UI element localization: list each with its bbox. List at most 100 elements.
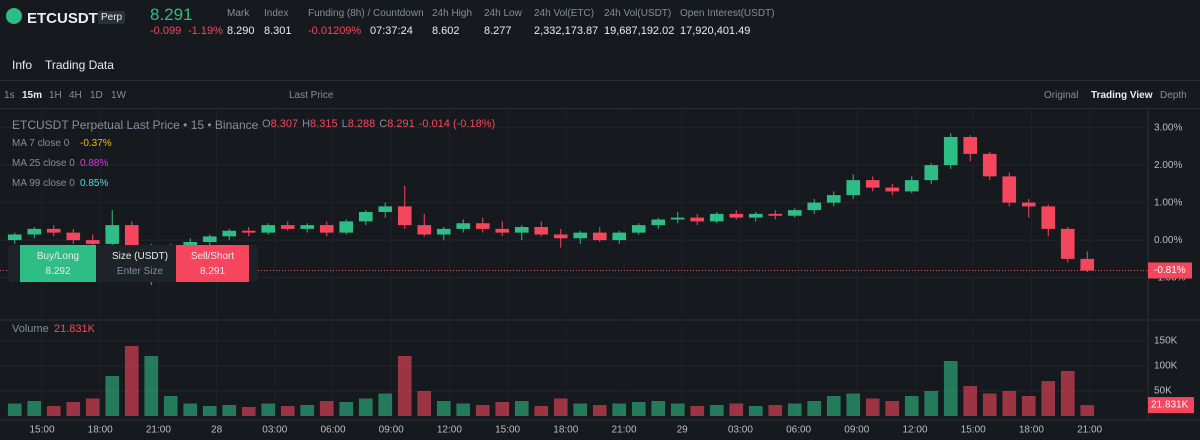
divider	[0, 108, 1200, 109]
candle-body	[183, 242, 198, 248]
tab[interactable]: Info	[12, 58, 33, 72]
interval[interactable]: 1H	[49, 90, 62, 101]
candle-body	[417, 225, 432, 235]
candle-body	[85, 240, 100, 244]
x-tick-label: 15:00	[961, 425, 986, 436]
volume-bar	[670, 403, 685, 416]
volume-bar	[904, 396, 919, 416]
candle-body	[787, 210, 802, 216]
candle-body	[748, 213, 763, 218]
volume-tag-label: 21.831K	[1151, 400, 1189, 411]
candle-body	[768, 213, 783, 216]
volume-bar	[709, 405, 724, 416]
candle-body	[202, 236, 217, 242]
volume-bar	[436, 401, 451, 416]
volume-bar	[1060, 371, 1075, 416]
volume-bar	[748, 406, 763, 416]
view-option[interactable]: Depth	[1160, 90, 1187, 101]
volume-bar	[514, 401, 529, 416]
divider	[0, 80, 1200, 81]
volume-bar	[222, 405, 237, 416]
ohlc-key: O	[262, 118, 271, 130]
volume-bar	[85, 398, 100, 416]
x-tick-label: 29	[677, 425, 689, 436]
ohlc-key: L	[341, 118, 348, 130]
candle-body	[670, 217, 685, 220]
candle-body	[826, 195, 841, 203]
price-type[interactable]: Last Price	[289, 90, 334, 101]
candle-body	[105, 225, 120, 244]
x-tick-label: 12:00	[437, 425, 462, 436]
candle-body	[1041, 206, 1056, 229]
candle-body	[690, 217, 705, 222]
volume-bar	[826, 396, 841, 416]
change: -0.099	[150, 25, 182, 37]
volume-bar	[183, 403, 198, 416]
stat-label: Open Interest(USDT)	[680, 8, 775, 19]
volume-bar	[7, 403, 22, 416]
order-panel: Buy/Long 8.292 Size (USDT) Enter Size Se…	[8, 245, 258, 282]
ohlc-change: -0.014 (-0.18%)	[418, 118, 496, 130]
candle-body	[280, 225, 295, 229]
volume-bar	[241, 407, 256, 416]
ohlc-item: O8.307	[262, 118, 298, 130]
sell-button[interactable]: Sell/Short 8.291	[176, 245, 249, 282]
size-input[interactable]: Enter Size	[116, 266, 164, 277]
volume-bar	[27, 401, 42, 416]
y-tick-label: 150K	[1154, 336, 1178, 347]
interval[interactable]: 15m	[22, 90, 43, 101]
stat-value: 8.301	[264, 25, 292, 37]
candle-body	[943, 137, 958, 166]
symbol[interactable]: ETCUSDT	[27, 10, 98, 27]
candle-body	[573, 232, 588, 239]
tab[interactable]: Trading Data	[45, 58, 114, 72]
volume-bar	[261, 403, 276, 416]
volume-bar	[358, 398, 373, 416]
volume-bar	[280, 406, 295, 416]
candle-body	[924, 165, 939, 181]
interval[interactable]: 1D	[90, 90, 103, 101]
interval[interactable]: 1s	[4, 90, 15, 101]
x-tick-label: 09:00	[844, 425, 869, 436]
stat-label: Funding (8h) / Countdown	[308, 8, 424, 19]
ohlc-value: 8.307	[270, 118, 299, 130]
buy-button[interactable]: Buy/Long 8.292	[20, 245, 96, 282]
volume-bar	[124, 346, 139, 416]
y-tick-label: 50K	[1154, 386, 1172, 397]
ohlc-value: 8.315	[310, 118, 338, 130]
stat-value: 2,332,173.87	[534, 25, 599, 37]
volume-bar	[963, 386, 978, 416]
view-option[interactable]: Trading View	[1091, 90, 1153, 101]
volume-bar	[105, 376, 120, 416]
buy-price: 8.292	[45, 266, 71, 277]
interval[interactable]: 1W	[111, 90, 126, 101]
legend-title: ETCUSDT Perpetual Last Price • 15 • Bina…	[12, 118, 259, 132]
x-tick-label: 15:00	[29, 425, 54, 436]
candle-body	[319, 225, 334, 233]
candle-body	[241, 230, 256, 233]
candle-body	[963, 137, 978, 154]
volume-bar	[592, 405, 607, 416]
ohlc-key: C	[379, 118, 388, 130]
ohlc-item: C8.291	[379, 118, 414, 130]
volume-bar	[163, 396, 178, 416]
volume-bar	[924, 391, 939, 416]
volume-bar	[1021, 396, 1036, 416]
volume-last: 21.831K	[54, 323, 95, 335]
volume-bar	[612, 403, 627, 416]
candle-body	[300, 225, 315, 229]
x-tick-label: 21:00	[146, 425, 171, 436]
candle-body	[495, 228, 510, 233]
interval[interactable]: 4H	[69, 90, 82, 101]
candle-body	[1021, 202, 1036, 207]
candle-body	[397, 206, 412, 226]
badge: Perp	[98, 11, 126, 24]
candle-body	[27, 228, 42, 235]
view-option[interactable]: Original	[1044, 90, 1079, 101]
stat-value: 8.277	[484, 25, 512, 37]
volume-bar	[787, 403, 802, 416]
candle-body	[339, 221, 354, 233]
ohlc-item: L8.288	[342, 118, 376, 130]
